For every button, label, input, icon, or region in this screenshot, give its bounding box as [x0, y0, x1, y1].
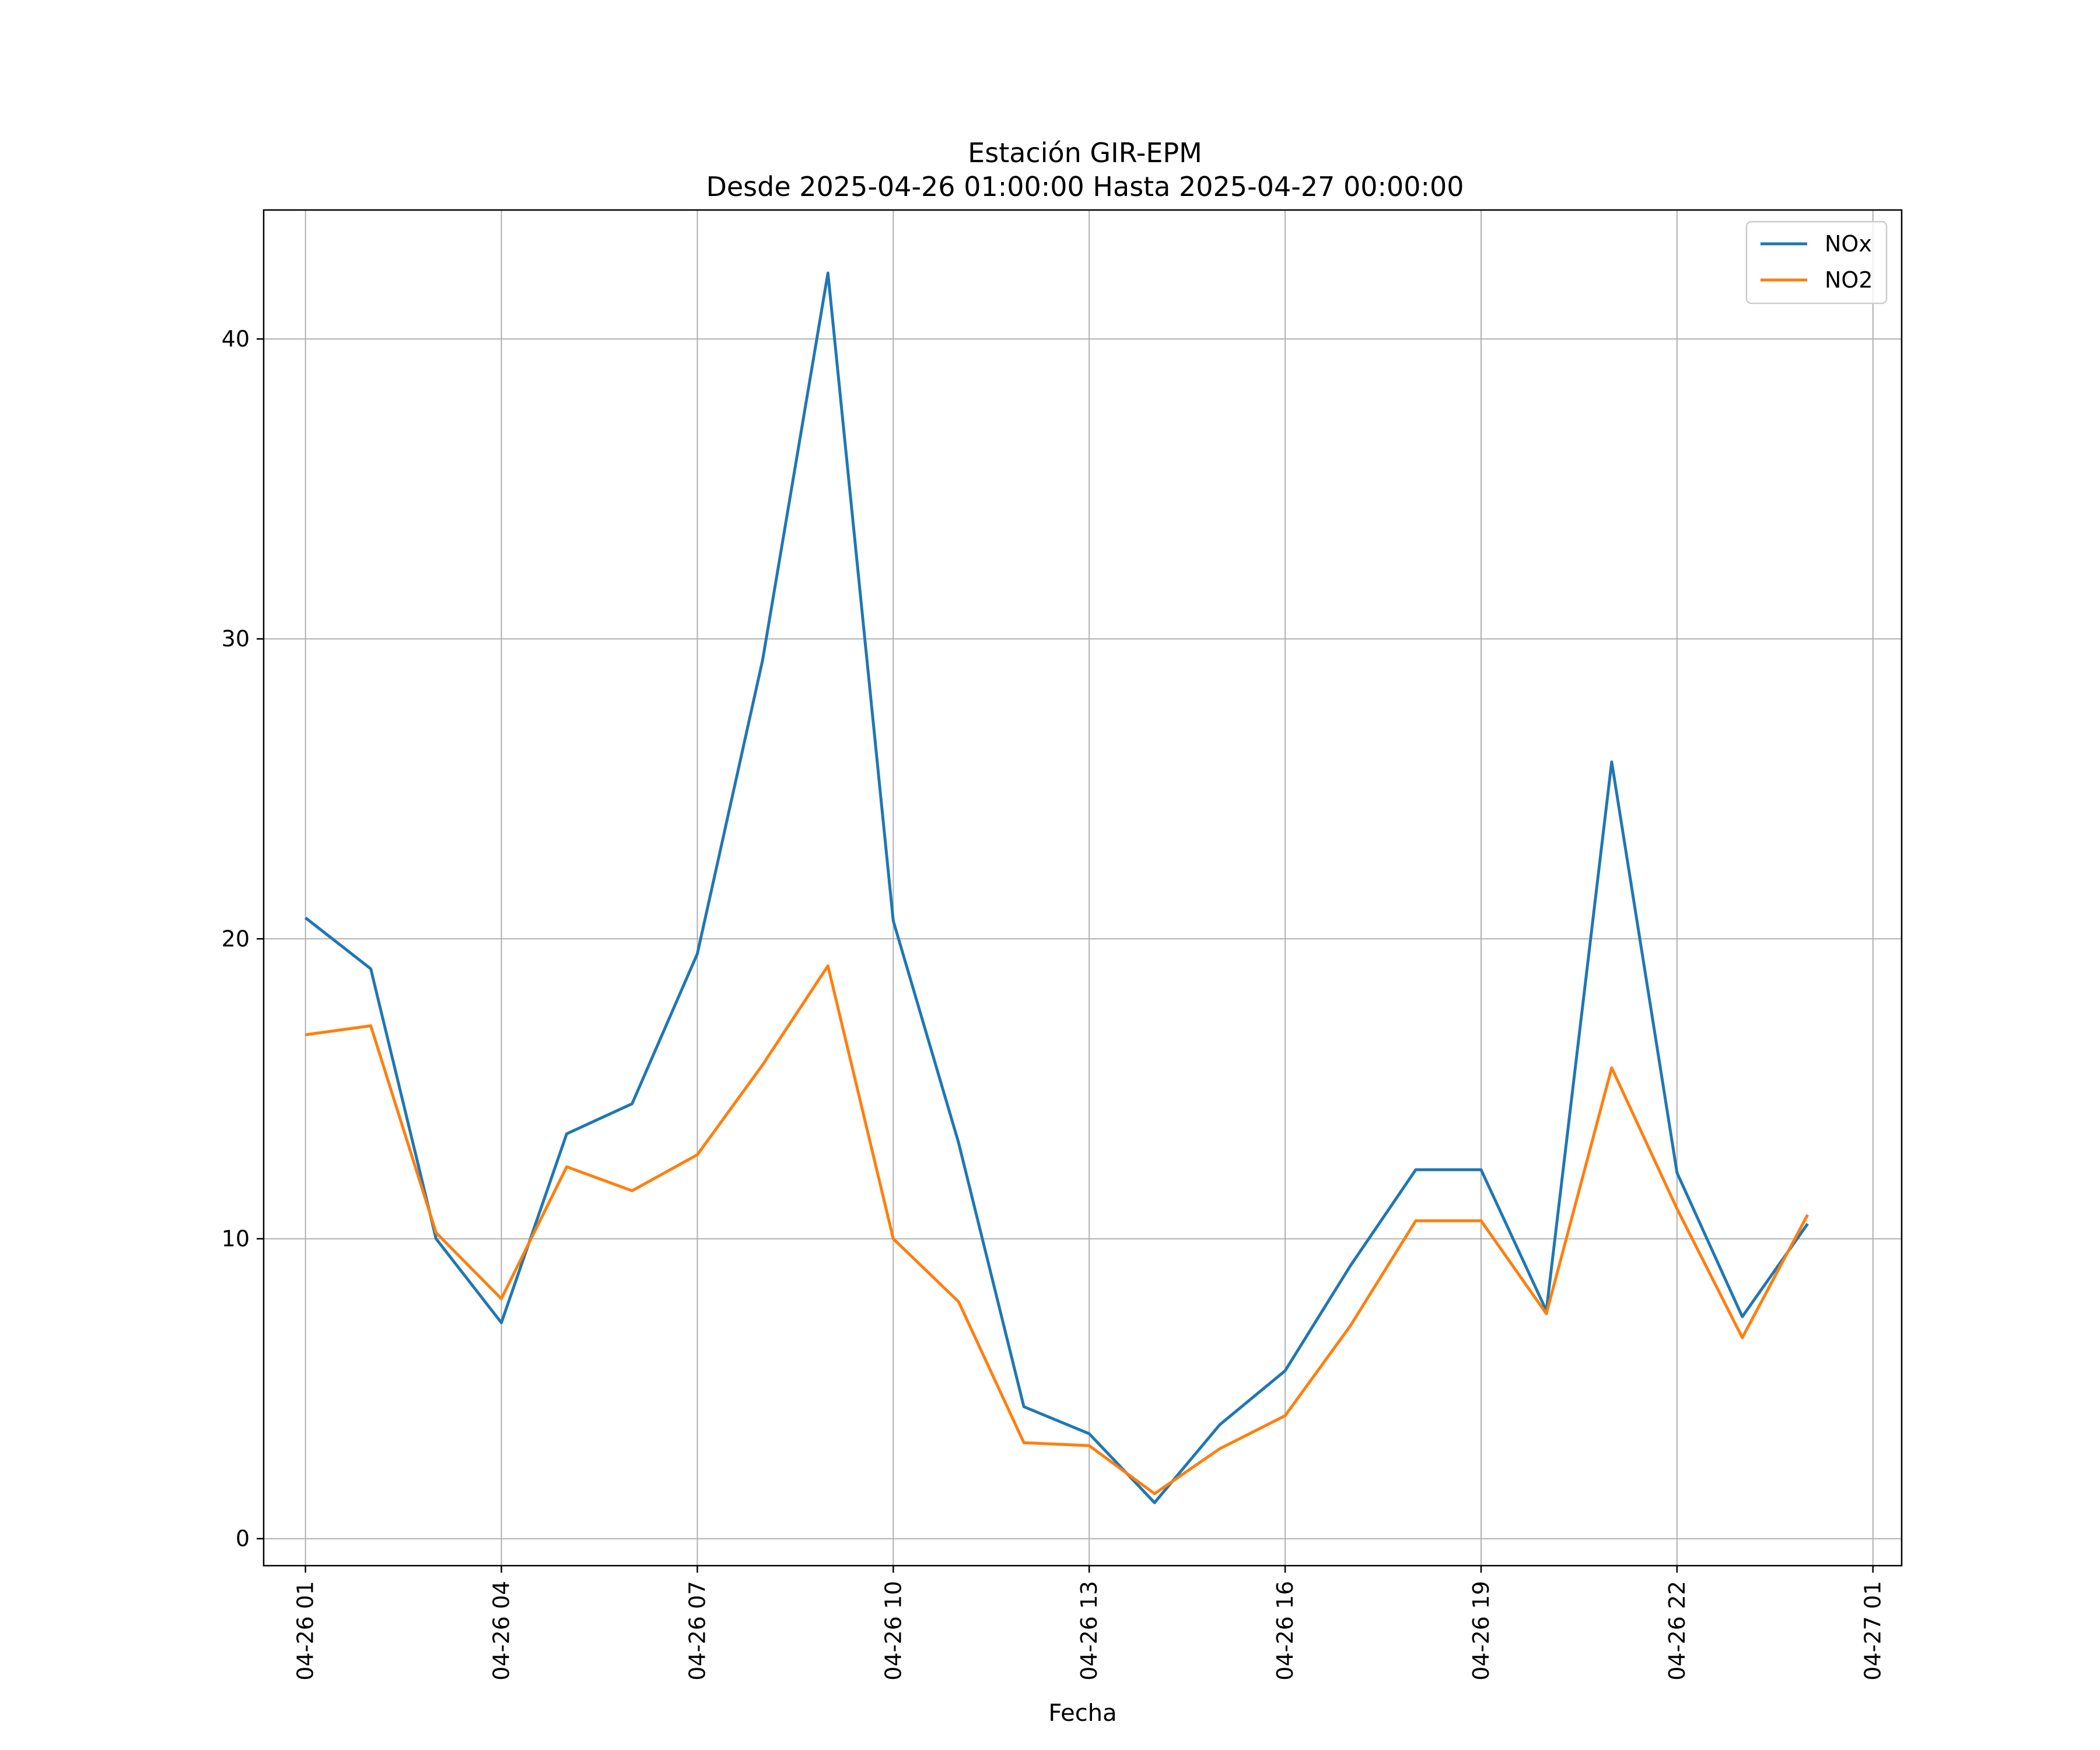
y-tick-label: 20: [222, 926, 250, 951]
plot-area: [264, 210, 1902, 1566]
plot-frame: [262, 209, 1903, 1567]
x-tick-label: 04-26 16: [1272, 1581, 1298, 1681]
x-tick-label: 04-26 04: [489, 1581, 514, 1681]
x-tick-label: 04-26 07: [684, 1581, 710, 1681]
y-axis: 0 10 20 30 40: [222, 326, 264, 1552]
x-tick-label: 04-26 22: [1664, 1581, 1690, 1681]
chart-title: Estación GIR-EPM: [968, 137, 1202, 169]
grid: [264, 210, 1902, 1566]
legend-label-no2: NO2: [1825, 267, 1873, 293]
x-tick-label: 04-26 10: [880, 1581, 906, 1681]
x-tick-label: 04-26 13: [1076, 1581, 1102, 1681]
legend-label-nox: NOx: [1825, 231, 1872, 257]
series-line-nox: [304, 271, 1809, 1504]
y-tick-label: 0: [236, 1526, 250, 1552]
legend: NOx NO2: [1745, 220, 1888, 304]
chart-subtitle: Desde 2025-04-26 01:00:00 Hasta 2025-04-…: [706, 171, 1464, 202]
x-axis-label: Fecha: [1048, 1700, 1116, 1727]
y-tick-label: 40: [222, 326, 250, 352]
y-tick-label: 30: [222, 626, 250, 652]
x-axis: 04-26 01 04-26 04 04-26 07 04-26 10 04-26 13…: [293, 1566, 1886, 1681]
x-tick-label: 04-26 19: [1468, 1581, 1494, 1681]
x-tick-label: 04-27 01: [1860, 1581, 1886, 1681]
legend-frame: [1745, 220, 1888, 304]
y-tick-label: 10: [222, 1226, 250, 1252]
series-lines: [304, 271, 1810, 1504]
x-tick-label: 04-26 01: [293, 1581, 318, 1681]
series-line-no2: [305, 964, 1810, 1496]
